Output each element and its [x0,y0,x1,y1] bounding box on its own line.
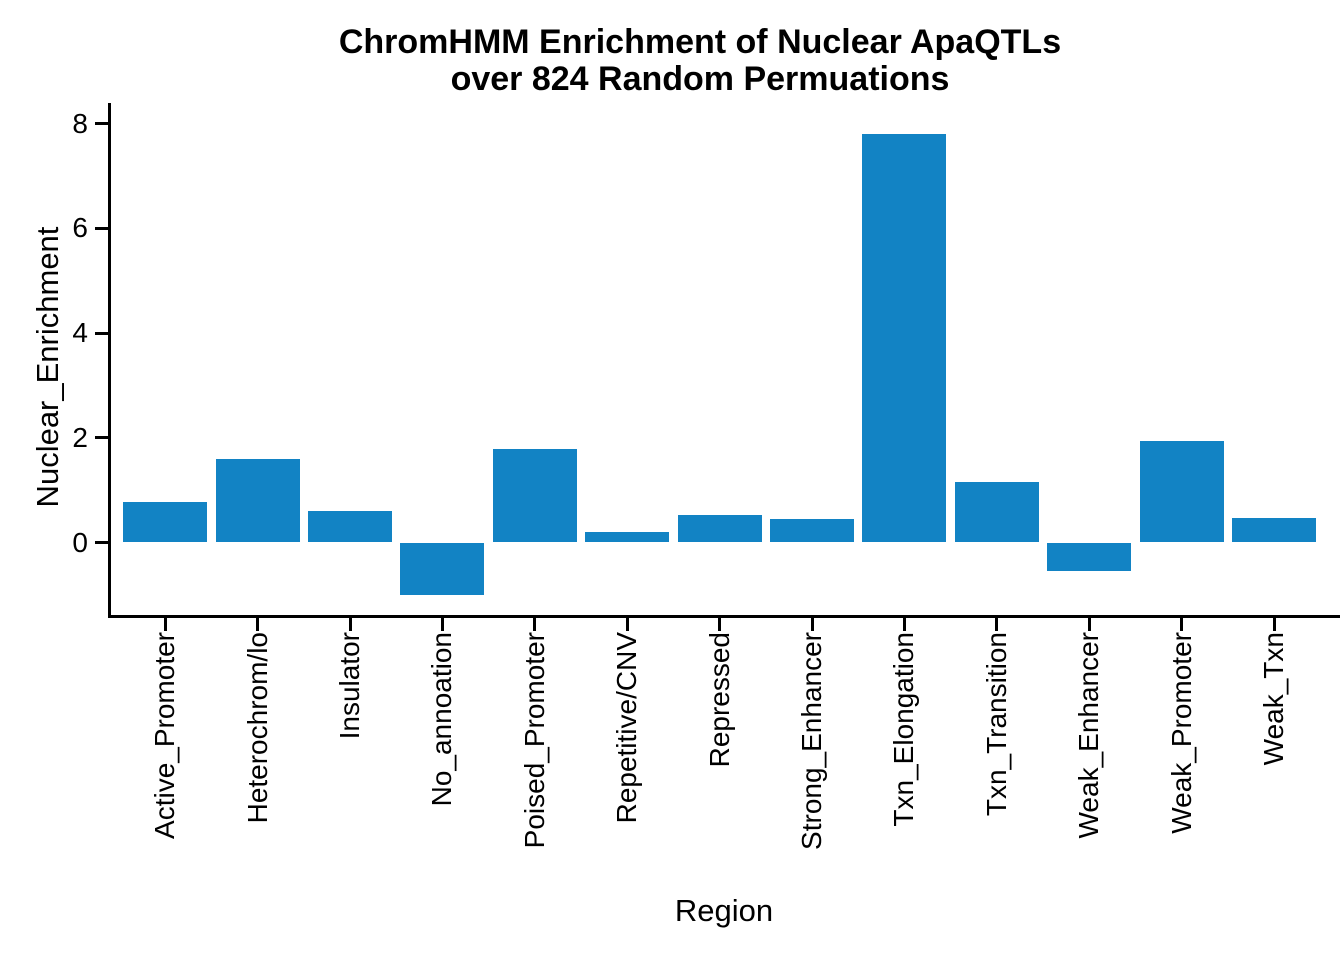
y-tick-mark [95,541,108,544]
x-tick-label: Txn_Transition [980,632,1012,817]
x-tick-mark [902,618,906,631]
x-tick-mark [348,618,352,631]
x-tick-label: Poised_Promoter [518,632,550,849]
x-tick-mark [1272,618,1276,631]
x-tick-label: Repressed [703,632,735,768]
chart-title-line-2: over 824 Random Permuations [450,60,950,98]
y-tick-label: 0 [72,526,88,558]
x-tick-mark [1180,618,1184,631]
bar-txn-transition [954,481,1039,543]
x-tick-label: Txn_Elongation [888,632,920,827]
bar-weak-enhancer [1047,542,1132,572]
x-tick-label: Repetitive/CNV [611,632,643,824]
x-tick-label: Weak_Txn [1258,632,1289,766]
x-tick-mark [533,618,537,631]
y-tick-label: 2 [72,421,88,453]
bar-strong-enhancer [770,518,854,543]
x-tick-label: Active_Promoter [149,632,181,839]
y-tick-label: 8 [72,107,88,139]
bar-repressed [677,515,762,543]
bar-weak-promoter [1139,441,1224,543]
y-tick-label: 6 [72,212,88,244]
y-tick-mark [95,122,108,126]
x-tick-label: Weak_Promoter [1165,632,1197,834]
x-axis-label: Region [674,893,774,928]
y-tick-mark [95,331,108,335]
y-axis-spine [108,103,111,618]
x-tick-label: Weak_Enhancer [1073,632,1105,839]
x-tick-label: Strong_Enhancer [796,632,827,850]
x-tick-mark [256,618,260,631]
y-tick-label: 4 [72,317,88,349]
y-tick-mark [95,226,108,230]
x-tick-mark [440,618,444,631]
x-tick-mark [810,618,814,631]
bar-weak-txn [1232,518,1316,543]
x-tick-label: Heterochrom/lo [241,632,273,824]
x-tick-mark [718,618,722,631]
x-tick-mark [625,618,629,631]
x-tick-mark [995,618,999,631]
chart-title-line-1: ChromHMM Enrichment of Nuclear ApaQTLs [338,23,1062,61]
chart-title: ChromHMM Enrichment of Nuclear ApaQTLs o… [40,24,1344,98]
bar-heterochrom-lo [215,458,300,543]
bar-no-annoation [400,542,485,595]
x-axis-spine [108,615,1340,618]
bar-repetitive-cnv [585,532,670,543]
x-tick-mark [1087,618,1091,631]
x-tick-label: Insulator [334,632,365,740]
y-tick-mark [95,436,108,440]
x-tick-label: No_annoation [426,632,458,807]
bar-txn-elongation [862,134,947,543]
bar-poised-promoter [492,449,577,543]
x-tick-mark [163,618,167,631]
bar-insulator [308,511,392,543]
bar-active-promoter [123,501,208,543]
